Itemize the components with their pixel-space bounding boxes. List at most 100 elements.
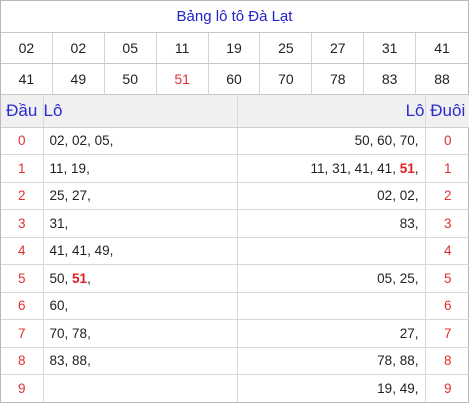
lo-number: 51 [399,160,415,176]
lo-number: 41 [377,160,393,176]
duoi-digit: 5 [425,264,469,293]
duoi-digit: 8 [425,347,469,375]
lo-number: 19 [71,160,87,176]
numbers-grid: 02 02 05 11 19 25 27 31 41 41 49 50 51 60 70 78 83 88 [1,33,468,95]
dau-digit: 4 [1,237,44,265]
dau-digit: 1 [1,154,44,183]
number-cell: 83 [364,64,417,95]
number-cell: 05 [104,33,157,64]
number-cell: 88 [416,64,468,95]
number-cell: 51 [156,64,209,95]
number-cell: 50 [104,64,157,95]
number-cell: 27 [312,33,365,64]
number-cell: 19 [208,33,261,64]
lo-number: 60 [49,298,65,314]
lo-number: 70 [49,325,65,341]
number-cell: 02 [1,33,53,64]
dau-digit: 3 [1,209,44,238]
duoi-digit: 9 [443,381,452,396]
header-dau: Đầu [1,95,44,128]
lo-row: 0 02, 02, 05, 50, 60, 70, 0 [1,127,469,155]
dau-digit: 5 [1,264,44,293]
lo-right-cell: 50, 60, 70, [237,127,426,155]
lo-number: 70 [399,133,415,149]
lo-number: 88 [399,353,415,369]
number-cell: 41 [416,33,468,64]
lo-row: 2 25, 27, 02, 02, 2 [1,182,469,210]
lo-number: 19 [377,381,393,396]
header-lo-left: Lô [43,95,238,128]
lo-row: 4 41, 41, 49, 4 [1,237,469,265]
lo-row: 9 19, 49, 9 [1,374,469,402]
duoi-digit: 0 [425,127,469,155]
duoi-digit: 4 [425,237,469,265]
number-cell: 02 [52,33,105,64]
lo-row: 1 11, 19, 11, 31, 41, 41, 51, 1 [1,154,469,183]
lo-number: 11 [310,160,325,176]
lo-number: 49 [399,381,415,396]
number-cell: 70 [260,64,313,95]
lo-left-cell: 41, 41, 49, [43,237,238,265]
lo-row: 5 50, 51, 05, 25, 5 [1,264,469,293]
lo-number: 60 [377,133,393,149]
lo-number: 83 [49,353,65,369]
lo-right-cell: 05, 25, [237,264,426,293]
lo-left-cell: 02, 02, 05, [43,127,238,155]
lo-number: 51 [72,270,88,286]
dau-digit: 2 [1,182,44,210]
lo-left-cell [43,374,238,402]
lo-right-cell: 19, 49, [237,374,426,402]
lo-left-cell: 70, 78, [43,319,238,348]
header-lo-right: Lô [237,95,426,128]
lo-left-cell: 11, 19, [43,154,238,183]
number-cell: 31 [364,33,417,64]
lo-number: 05 [377,270,393,286]
number-cell: 78 [312,64,365,95]
duoi-digit: 2 [425,182,469,210]
lo-right-cell: 78, 88, [237,347,426,375]
lo-number: 11 [49,160,64,176]
lo-number: 05 [94,133,110,149]
lo-number: 25 [49,188,65,204]
dau-digit: 0 [1,127,44,155]
dau-digit: 7 [1,319,44,348]
number-cell: 11 [156,33,209,64]
lo-left-cell: 25, 27, [43,182,238,210]
lo-number: 25 [399,270,415,286]
duoi-digit: 1 [425,154,469,183]
lo-number: 78 [377,353,393,369]
dau-digit: 9 [1,374,44,402]
lo-number: 78 [72,325,88,341]
lo-number: 50 [354,133,370,149]
lo-number: 27 [72,188,88,204]
number-cell: 60 [208,64,261,95]
header-duoi: Đuôi [425,95,469,128]
duoi-digit: 7 [425,319,469,348]
number-cell: 41 [1,64,53,95]
dau-digit: 8 [1,347,44,375]
lo-row: 7 70, 78, 27, 7 [1,319,469,348]
lo-number: 41 [72,243,88,259]
lo-row: 3 31, 83, 3 [1,209,469,238]
lo-number: 02 [377,188,393,204]
lo-number: 31 [49,215,65,231]
lo-right-cell: 83, [237,209,426,238]
lo-number: 41 [49,243,65,259]
number-cell: 49 [52,64,105,95]
lo-left-cell: 50, 51, [43,264,238,293]
number-cell: 25 [260,33,313,64]
lo-number: 02 [72,133,88,149]
dau-digit: 6 [1,292,44,320]
lo-number: 49 [94,243,110,259]
lo-right-cell [237,237,426,265]
lo-number: 27 [399,325,415,341]
lo-number: 41 [354,160,370,176]
table-title: Bảng lô tô Đà Lạt [1,1,468,33]
lo-right-cell [237,292,426,320]
duoi-digit: 6 [425,292,469,320]
duoi-digit: 3 [425,209,469,238]
lo-left-cell: 31, [43,209,238,238]
lo-number: 02 [49,133,65,149]
lo-left-cell: 83, 88, [43,347,238,375]
